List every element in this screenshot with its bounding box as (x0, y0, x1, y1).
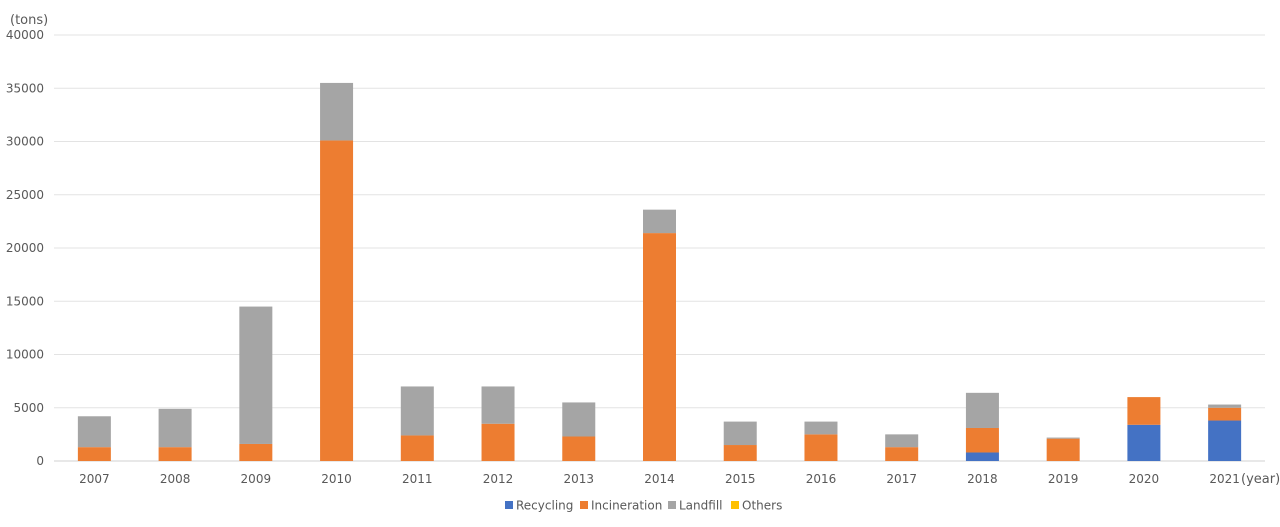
y-tick-label: 30000 (6, 135, 44, 149)
bar-incineration-2011 (400, 435, 434, 461)
bar-landfill-2011 (400, 386, 434, 436)
bar-landfill-2019 (1046, 437, 1080, 439)
legend-swatch (731, 501, 739, 509)
y-tick-label: 0 (36, 454, 44, 468)
bar-landfill-2015 (723, 421, 757, 446)
bar-incineration-2017 (885, 447, 919, 461)
bar-landfill-2010 (320, 82, 354, 141)
y-tick-label: 35000 (6, 81, 44, 95)
y-axis-unit-label: (tons) (10, 13, 48, 28)
x-tick-label: 2010 (321, 472, 352, 486)
x-tick-label: 2019 (1048, 472, 1079, 486)
x-tick-label: 2020 (1129, 472, 1160, 486)
y-tick-label: 20000 (6, 241, 44, 255)
bar-landfill-2013 (562, 402, 596, 437)
x-tick-label: 2011 (402, 472, 433, 486)
x-tick-label: 2012 (483, 472, 514, 486)
y-tick-label: 10000 (6, 348, 44, 362)
bar-landfill-2017 (885, 434, 919, 448)
x-tick-label: 2009 (241, 472, 272, 486)
bar-recycling-2018 (965, 452, 999, 461)
legend-swatch (580, 501, 588, 509)
y-tick-label: 25000 (6, 188, 44, 202)
bar-incineration-2013 (562, 436, 596, 461)
y-axis-ticks: 0 5000 10000 15000 20000 25000 30000 35000 40000 (6, 28, 44, 468)
bar-recycling-2021 (1208, 420, 1242, 461)
bar-landfill-2021 (1208, 404, 1242, 408)
x-tick-label: 2018 (967, 472, 998, 486)
bar-incineration-2009 (239, 443, 273, 461)
legend: Recycling Incineration Landfill Others (505, 499, 782, 513)
y-tick-label: 15000 (6, 294, 44, 308)
bar-landfill-2014 (643, 209, 676, 234)
bar-incineration-2016 (804, 434, 838, 461)
legend-swatch (505, 501, 513, 509)
bar-incineration-2010 (320, 140, 354, 461)
x-tick-label: 2014 (644, 472, 675, 486)
bar-incineration-2008 (158, 447, 192, 461)
x-tick-label: 2017 (886, 472, 917, 486)
x-tick-label: 2007 (79, 472, 110, 486)
legend-label: Recycling (516, 499, 573, 513)
legend-label: Landfill (679, 499, 723, 513)
bar-incineration-2020 (1127, 397, 1161, 425)
bar-landfill-2008 (158, 408, 192, 448)
bar-incineration-2012 (481, 423, 515, 461)
bar-incineration-2021 (1208, 407, 1242, 421)
y-tick-label: 40000 (6, 28, 44, 42)
legend-item-others: Others (731, 499, 782, 513)
bar-incineration-2015 (723, 445, 757, 461)
x-axis-ticks: 2007 2008 2009 2010 2011 2012 2013 2014 2015 2016… (79, 472, 1240, 486)
bar-incineration-2007 (77, 447, 111, 461)
legend-swatch (668, 501, 676, 509)
bar-landfill-2012 (481, 386, 515, 424)
bar-landfill-2009 (239, 306, 273, 444)
legend-item-recycling: Recycling (505, 499, 573, 513)
bar-landfill-2018 (965, 392, 999, 428)
legend-label: Others (742, 499, 782, 513)
bar-incineration-2018 (965, 427, 999, 453)
bar-landfill-2016 (804, 421, 838, 435)
legend-item-incineration: Incineration (580, 499, 662, 513)
legend-label: Incineration (591, 499, 662, 513)
y-tick-label: 5000 (13, 401, 44, 415)
x-tick-label: 2015 (725, 472, 756, 486)
x-tick-label: 2013 (563, 472, 594, 486)
bar-landfill-2007 (77, 416, 111, 448)
x-tick-label: 2021 (1209, 472, 1240, 486)
legend-item-landfill: Landfill (668, 499, 723, 513)
x-tick-label: 2008 (160, 472, 191, 486)
bars (77, 82, 1242, 461)
bar-incineration-2014 (643, 233, 676, 461)
x-axis-unit-label: (year) (1241, 472, 1280, 487)
x-tick-label: 2016 (806, 472, 837, 486)
bar-incineration-2019 (1046, 438, 1080, 461)
bar-recycling-2020 (1127, 424, 1161, 461)
